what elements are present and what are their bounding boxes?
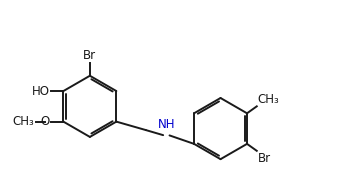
Text: O: O [40,115,49,128]
Text: HO: HO [31,84,49,98]
Text: Br: Br [257,152,271,165]
Text: Br: Br [83,49,97,62]
Text: NH: NH [158,118,175,131]
Text: CH₃: CH₃ [257,93,279,105]
Text: CH₃: CH₃ [13,115,34,128]
